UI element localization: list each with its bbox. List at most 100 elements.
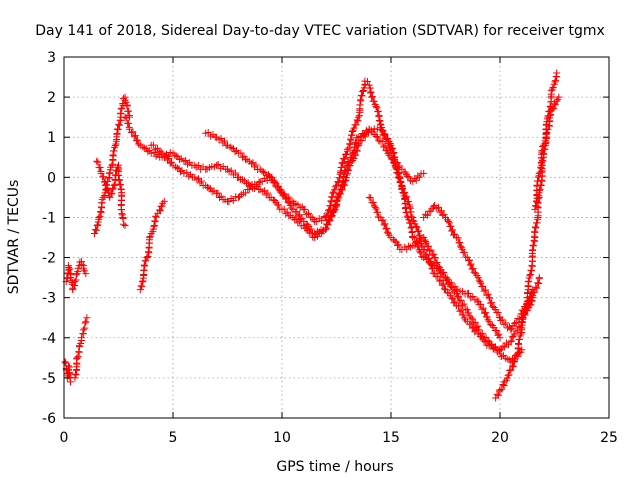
y-tick-label: -3 — [42, 291, 56, 307]
data-point-interp — [415, 246, 423, 254]
data-point-interp — [498, 316, 506, 324]
data-point-interp — [482, 308, 490, 316]
data-point-interp — [331, 183, 339, 191]
data-point-interp — [394, 174, 402, 182]
data-point-interp — [481, 286, 489, 294]
data-point-interp — [197, 177, 205, 185]
data-point-interp — [448, 227, 456, 235]
y-tick-label: -2 — [42, 251, 56, 267]
data-point-interp — [341, 177, 349, 185]
data-point — [77, 334, 85, 342]
data-point-interp — [447, 279, 455, 287]
x-tick-label: 15 — [382, 430, 400, 446]
data-point-interp — [552, 77, 560, 85]
data-point — [82, 270, 90, 278]
data-point-interp — [258, 167, 266, 175]
data-point-interp — [507, 337, 515, 345]
x-tick-label: 5 — [169, 430, 178, 446]
data-point-interp — [447, 222, 455, 230]
data-point-interp — [331, 206, 339, 214]
data-point-interp — [231, 148, 239, 156]
data-point-interp — [325, 206, 333, 214]
data-point-interp — [531, 202, 539, 210]
data-point-interp — [330, 186, 338, 194]
data-point-interp — [301, 206, 309, 214]
data-point-interp — [228, 144, 236, 152]
data-point-interp — [533, 284, 541, 292]
data-point-interp — [477, 331, 485, 339]
data-point-interp — [339, 160, 347, 168]
data-point-interp — [491, 305, 499, 313]
data-point — [64, 262, 72, 270]
data-point-interp — [442, 276, 450, 284]
data-point-interp — [274, 201, 282, 209]
data-point-interp — [115, 120, 123, 128]
data-point-interp — [438, 281, 446, 289]
data-point-interp — [480, 287, 488, 295]
data-point-interp — [194, 162, 202, 170]
data-point-interp — [448, 226, 456, 234]
data-point-interp — [412, 176, 420, 184]
data-point-interp — [214, 189, 222, 197]
y-tick-label: 1 — [47, 130, 56, 146]
data-point-interp — [473, 296, 481, 304]
y-tick-label: 3 — [47, 50, 56, 66]
data-point-interp — [367, 126, 375, 134]
data-point-interp — [515, 322, 523, 330]
data-point-interp — [378, 138, 386, 146]
data-point-interp — [379, 216, 387, 224]
data-point-interp — [460, 300, 468, 308]
data-point-interp — [348, 131, 356, 139]
data-point-interp — [433, 204, 441, 212]
data-point-interp — [124, 119, 132, 127]
data-point-interp — [383, 224, 391, 232]
data-point-interp — [370, 97, 378, 105]
data-point-interp — [339, 186, 347, 194]
data-point-interp — [510, 357, 518, 365]
data-point-interp — [205, 184, 213, 192]
data-point-interp — [440, 211, 448, 219]
data-point-interp — [389, 145, 397, 153]
data-point-interp — [549, 83, 557, 91]
data-point-interp — [328, 193, 336, 201]
x-tick-label: 25 — [600, 430, 618, 446]
data-point — [555, 93, 563, 101]
data-point-interp — [444, 276, 452, 284]
data-point-interp — [392, 165, 400, 173]
data-point-interp — [338, 164, 346, 172]
data-point-interp — [445, 280, 453, 288]
data-point-interp — [335, 193, 343, 201]
data-point-interp — [216, 193, 224, 201]
data-point-interp — [247, 160, 255, 168]
data-point-interp — [208, 188, 216, 196]
data-point-interp — [156, 206, 164, 214]
data-point-interp — [291, 216, 299, 224]
data-point-interp — [306, 213, 314, 221]
data-point-interp — [499, 342, 507, 350]
data-point — [160, 197, 168, 205]
data-point-interp — [488, 299, 496, 307]
data-point-interp — [460, 314, 468, 322]
data-point-interp — [107, 189, 115, 197]
data-point — [71, 374, 79, 382]
data-point-interp — [520, 309, 528, 317]
data-point-interp — [412, 237, 420, 245]
data-point-interp — [493, 327, 501, 335]
data-point-interp — [204, 128, 212, 136]
data-point-interp — [439, 280, 447, 288]
data-point-interp — [96, 212, 104, 220]
data-point-interp — [389, 149, 397, 157]
y-tick-label: -1 — [42, 210, 56, 226]
data-point-interp — [396, 178, 404, 186]
data-point-interp — [119, 215, 127, 223]
data-point-interp — [335, 179, 343, 187]
data-point — [147, 229, 155, 237]
data-point-interp — [478, 305, 486, 313]
data-point-interp — [425, 259, 433, 267]
data-point-interp — [462, 253, 470, 261]
data-point-interp — [110, 147, 118, 155]
data-point-interp — [526, 270, 534, 278]
data-point-interp — [367, 194, 375, 202]
data-point-interp — [358, 137, 366, 145]
data-point-interp — [315, 229, 323, 237]
